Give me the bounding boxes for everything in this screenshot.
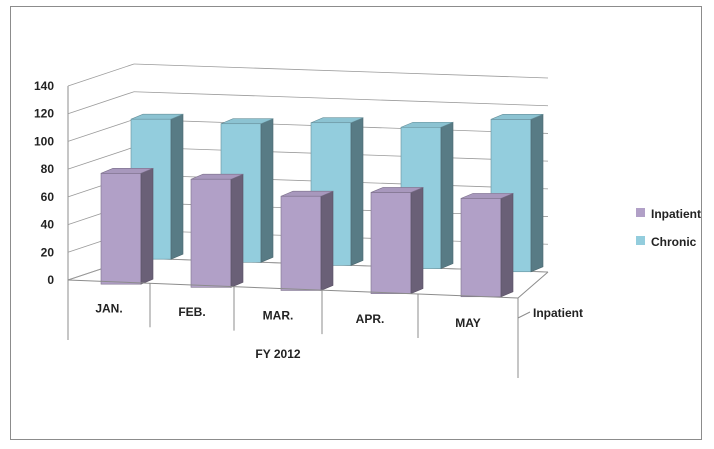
bar-inpatient-4-side <box>500 192 514 298</box>
bar-chronic-3-top <box>400 121 454 128</box>
bar-chronic-4-side <box>530 113 544 273</box>
bar-inpatient-3-top <box>370 187 424 193</box>
y-tick-label: 100 <box>34 134 54 148</box>
gridline-left <box>67 146 135 170</box>
bars <box>100 113 544 298</box>
category-axis: JAN. FEB. MAR. APR. MAY <box>67 271 549 378</box>
legend-label: Inpatient <box>651 207 701 221</box>
bar-inpatient-4-top <box>460 193 514 199</box>
category-label: JAN. <box>95 302 122 316</box>
bar-chronic-0-side <box>170 113 184 260</box>
depth-tick <box>517 311 531 319</box>
gridline-left <box>67 63 135 87</box>
bar-chronic-2-top <box>310 117 364 124</box>
gridline-back <box>133 63 549 79</box>
bar-inpatient-0 <box>100 167 154 285</box>
bar-inpatient-1-front <box>190 178 232 288</box>
y-tick-label: 60 <box>41 190 55 204</box>
legend-swatch <box>636 208 645 217</box>
y-tick-label: 80 <box>41 162 55 176</box>
bar-inpatient-3 <box>370 186 424 295</box>
y-tick-label: 40 <box>41 218 55 232</box>
bar-inpatient-1-top <box>190 173 244 180</box>
y-tick-label: 0 <box>47 273 54 287</box>
y-tick-label: 120 <box>34 107 54 121</box>
bar-inpatient-1 <box>190 173 244 288</box>
gridline-back <box>133 91 549 107</box>
bar-inpatient-2-front <box>280 195 322 291</box>
bar-inpatient-4 <box>460 192 514 298</box>
group-label: FY 2012 <box>255 347 300 361</box>
bar-chronic-0-top <box>130 113 184 120</box>
bar-chronic-4-top <box>490 114 544 120</box>
bar-inpatient-0-side <box>140 167 154 285</box>
category-label: MAR. <box>263 308 294 322</box>
bar-inpatient-3-front <box>370 192 412 294</box>
legend: Inpatient Chronic <box>636 207 701 249</box>
bar-inpatient-2 <box>280 190 334 291</box>
bar-chronic-1-side <box>260 118 274 263</box>
bar-chronic-3-side <box>440 121 454 270</box>
depth-axis-label: Inpatient <box>533 306 583 320</box>
floor-right-edge <box>517 271 549 299</box>
bar-inpatient-2-top <box>280 190 334 197</box>
bar-inpatient-0-top <box>100 167 154 174</box>
y-axis-labels: 0 20 40 60 80 100 120 140 <box>34 79 54 287</box>
gridline-left <box>67 91 135 115</box>
bar-inpatient-4-front <box>460 198 502 298</box>
bar-chronic-1-top <box>220 118 274 125</box>
category-label: MAY <box>455 316 481 330</box>
y-tick-label: 140 <box>34 79 54 93</box>
legend-label: Chronic <box>651 235 697 249</box>
bar-inpatient-2-side <box>320 190 334 291</box>
legend-swatch <box>636 236 645 245</box>
category-label: FEB. <box>178 305 205 319</box>
bar-inpatient-1-side <box>230 173 244 288</box>
bar-chronic-2-side <box>350 117 364 266</box>
gridline-left <box>67 119 135 142</box>
y-tick-label: 20 <box>41 245 55 259</box>
category-label: APR. <box>356 312 385 326</box>
bar-inpatient-3-side <box>410 186 424 295</box>
bar-inpatient-0-front <box>100 172 142 285</box>
category-axis-line <box>67 279 519 299</box>
